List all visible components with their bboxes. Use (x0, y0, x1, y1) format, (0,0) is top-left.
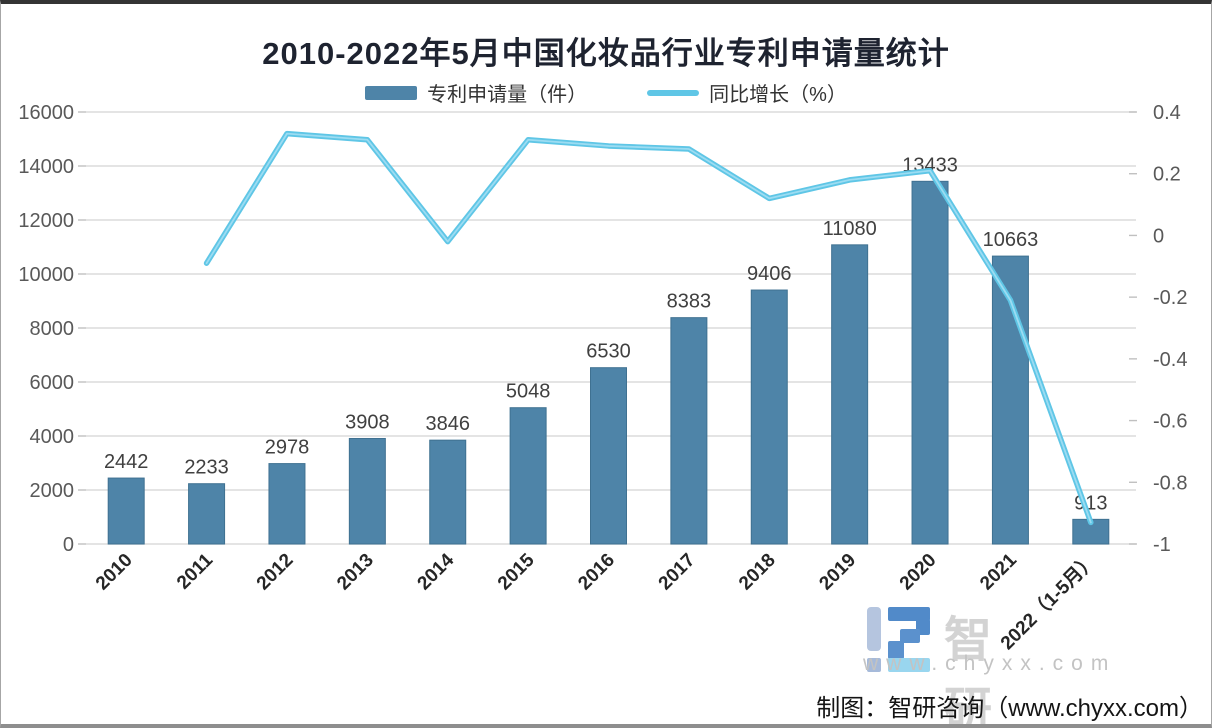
right-axis-label: 0.2 (1153, 164, 1181, 186)
x-axis-label: 2016 (574, 550, 619, 595)
bar-value-label: 2233 (184, 457, 229, 479)
brand-logo-icon (867, 607, 930, 672)
x-axis-label: 2019 (815, 550, 860, 595)
legend-item-bar-series: 专利申请量（件） (365, 78, 587, 107)
bar-value-label: 11080 (823, 218, 877, 240)
bar-value-label: 3908 (345, 411, 390, 433)
bar (670, 317, 708, 545)
bar-value-label: 8383 (667, 291, 712, 313)
bar (911, 180, 949, 545)
bar (991, 255, 1029, 545)
bar-series-swatch-icon (365, 85, 418, 100)
right-axis-label: -1 (1153, 534, 1171, 556)
x-axis-label: 2013 (333, 550, 378, 595)
left-axis-label: 0 (63, 534, 74, 556)
right-axis-label: 0 (1153, 225, 1164, 247)
bar (348, 437, 386, 545)
x-axis-label: 2018 (735, 550, 780, 595)
bar (429, 439, 467, 545)
right-axis-label: -0.2 (1153, 287, 1187, 309)
bar-value-label: 3846 (425, 413, 470, 435)
bar-value-label: 2442 (104, 451, 149, 473)
left-axis-label: 14000 (18, 156, 74, 178)
x-axis-label: 2011 (173, 549, 217, 593)
x-axis-label: 2014 (414, 549, 459, 594)
left-axis-label: 12000 (18, 210, 74, 232)
x-axis-label: 2022（1-5月） (995, 548, 1101, 654)
x-axis-label: 2021 (976, 549, 1021, 594)
bar (750, 289, 788, 545)
legend-label-bar-series: 专利申请量（件） (427, 84, 588, 106)
chart-legend: 专利申请量（件） 同比增长（%） (1, 78, 1211, 107)
bar-value-label: 13433 (902, 154, 958, 176)
bar-value-label: 2978 (265, 437, 310, 459)
bar (268, 463, 306, 545)
yoy-line (203, 130, 1094, 526)
x-axis-label: 2012 (253, 550, 298, 595)
x-axis-label: 2017 (655, 550, 700, 595)
bar (188, 483, 226, 545)
x-axis-label: 2015 (494, 549, 539, 594)
bar-value-label: 913 (1074, 492, 1107, 514)
left-axis-label: 10000 (18, 264, 74, 286)
left-axis-label: 6000 (30, 372, 75, 394)
bar (107, 477, 145, 545)
x-axis-label: 2010 (92, 550, 137, 595)
bar-value-label: 5048 (506, 381, 551, 403)
brand-watermark-url: www.chyxx.com (863, 652, 1117, 675)
line-series-swatch-icon (647, 89, 700, 96)
bar-value-label: 9406 (747, 263, 792, 285)
left-axis-label: 2000 (30, 480, 75, 502)
legend-item-line-series: 同比增长（%） (647, 78, 847, 107)
credit-line: 制图：智研咨询（www.chyxx.com） (816, 695, 1203, 722)
left-axis-label: 4000 (30, 426, 75, 448)
bar (1072, 518, 1110, 545)
bar (590, 367, 627, 545)
left-axis-label: 8000 (30, 318, 75, 340)
bar (509, 407, 547, 545)
bar-value-label: 10663 (983, 229, 1039, 251)
right-axis-label: -0.4 (1153, 349, 1187, 371)
x-axis-label: 2020 (896, 550, 941, 595)
yoy-line-highlight (205, 132, 1092, 524)
right-axis-label: -0.6 (1153, 411, 1187, 433)
right-axis-label: -0.8 (1153, 472, 1187, 494)
brand-watermark-text: 智研咨询 (944, 614, 1007, 728)
legend-label-line-series: 同比增长（%） (709, 84, 847, 106)
bar-value-label: 6530 (586, 341, 631, 363)
chart-title: 2010-2022年5月中国化妆品行业专利申请量统计 (262, 36, 950, 71)
bar (831, 244, 869, 545)
